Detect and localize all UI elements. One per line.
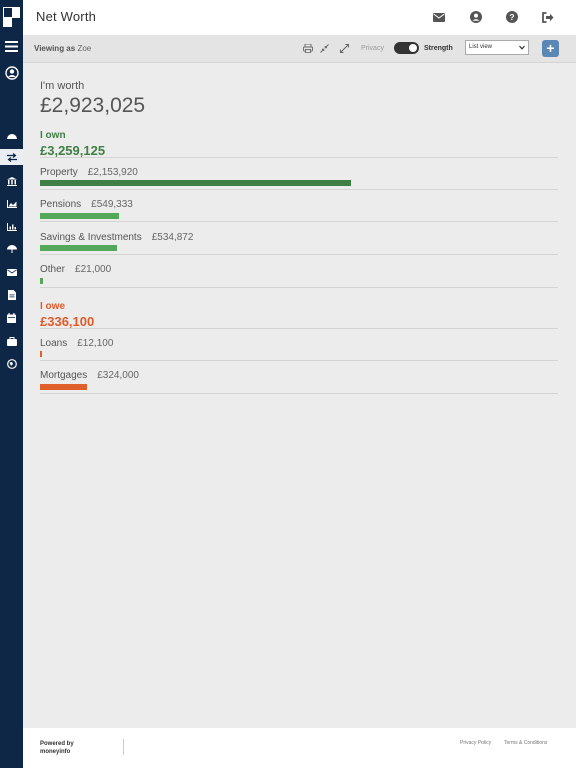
footer: Powered by moneyinfo Privacy Policy Term… (23, 728, 576, 768)
asset-name: Other (40, 264, 66, 275)
print-icon[interactable] (302, 43, 313, 54)
divider (40, 328, 558, 329)
divider (40, 189, 558, 190)
asset-row-label[interactable]: Other £21,000 (40, 264, 111, 275)
header: Net Worth ? (23, 0, 576, 35)
worth-total: £2,923,025 (40, 94, 146, 117)
calendar-icon[interactable] (0, 310, 23, 326)
svg-text:?: ? (509, 12, 514, 22)
mail-icon[interactable] (432, 10, 446, 24)
profile-icon[interactable] (0, 65, 23, 81)
divider (40, 254, 558, 255)
asset-name: Pensions (40, 199, 82, 210)
divider (40, 287, 558, 288)
savings-bar (40, 245, 117, 251)
globe-icon[interactable] (0, 356, 23, 372)
asset-amount: £549,333 (91, 199, 133, 210)
powered-by-label: Powered by (40, 741, 74, 747)
liability-amount: £12,100 (77, 338, 114, 349)
loans-bar (40, 351, 42, 357)
compress-icon[interactable] (319, 43, 330, 54)
asset-amount: £534,872 (151, 232, 194, 243)
asset-amount: £21,000 (75, 264, 112, 275)
asset-row-label[interactable]: Pensions £549,333 (40, 199, 133, 210)
divider (40, 393, 558, 394)
other-bar (40, 278, 43, 284)
bank-icon[interactable] (0, 173, 23, 189)
divider (40, 221, 558, 222)
logout-icon[interactable] (541, 10, 555, 24)
area-chart-icon[interactable] (0, 196, 23, 212)
asset-name: Savings & Investments (40, 232, 142, 243)
viewing-as: Viewing as Zoe (34, 44, 91, 53)
viewing-as-name: Zoe (77, 44, 92, 53)
liability-row-label[interactable]: Mortgages £324,000 (40, 370, 139, 381)
sidebar (0, 0, 23, 768)
add-button[interactable]: + (542, 40, 559, 57)
expand-icon[interactable] (339, 43, 350, 54)
owe-label: I owe (40, 301, 66, 312)
property-bar (40, 180, 351, 186)
view-select-value: List view (469, 44, 493, 50)
liability-row-label[interactable]: Loans £12,100 (40, 338, 113, 349)
logo[interactable] (2, 6, 21, 28)
chevron-down-icon (519, 45, 525, 50)
pensions-bar (40, 213, 119, 219)
worth-label: I'm worth (40, 80, 85, 92)
divider (40, 360, 558, 361)
strength-label: Strength (424, 45, 453, 52)
document-icon[interactable] (0, 287, 23, 303)
dashboard-icon[interactable] (0, 127, 23, 143)
mortgages-bar (40, 384, 87, 390)
mail-icon[interactable] (0, 264, 23, 280)
privacy-label: Privacy (361, 45, 384, 52)
asset-row-label[interactable]: Property £2,153,920 (40, 167, 138, 178)
page-title: Net Worth (36, 9, 97, 24)
toggle-knob (409, 44, 417, 52)
asset-name: Property (40, 167, 78, 178)
liability-amount: £324,000 (97, 370, 139, 381)
transfer-icon[interactable] (0, 149, 23, 165)
help-icon[interactable]: ? (505, 10, 519, 24)
owe-total: £336,100 (40, 314, 95, 329)
privacy-toggle[interactable] (394, 42, 419, 54)
powered-by: Powered by moneyinfo (40, 740, 74, 756)
powered-by-brand: moneyinfo (40, 749, 71, 755)
toolbar: Viewing as Zoe Privacy Strength List vie… (23, 35, 576, 63)
asset-amount: £2,153,920 (87, 167, 138, 178)
divider (40, 157, 558, 158)
own-total: £3,259,125 (40, 143, 106, 158)
asset-row-label[interactable]: Savings & Investments £534,872 (40, 232, 193, 243)
briefcase-icon[interactable] (0, 333, 23, 349)
privacy-policy-link[interactable]: Privacy Policy (460, 740, 492, 746)
user-icon[interactable] (469, 10, 483, 24)
own-label: I own (40, 130, 66, 141)
view-select[interactable]: List view (465, 40, 529, 55)
menu-icon[interactable] (0, 38, 23, 54)
viewing-as-label: Viewing as (34, 44, 76, 53)
terms-link[interactable]: Terms & Conditions (504, 740, 548, 746)
liability-name: Loans (40, 338, 68, 349)
liability-name: Mortgages (40, 370, 88, 381)
bar-chart-icon[interactable] (0, 219, 23, 235)
footer-divider (123, 739, 124, 755)
umbrella-icon[interactable] (0, 241, 23, 257)
